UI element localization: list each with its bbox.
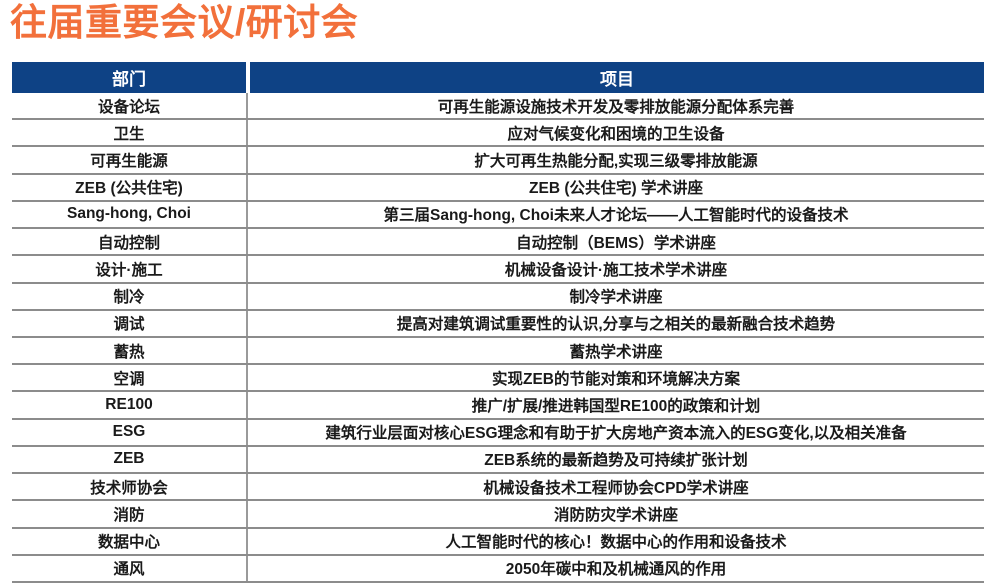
- table-row: 制冷 制冷学术讲座: [12, 283, 984, 311]
- department-cell: ZEB: [113, 450, 145, 468]
- conference-table: 部门 项目 设备论坛 可再生能源设施技术开发及零排放能源分配体系完善卫生 应对气候变…: [12, 62, 984, 583]
- project-cell: 第三届Sang-hong, Choi未来人才论坛——人工智能时代的设备技术: [246, 201, 984, 228]
- department-cell: 调试: [113, 316, 145, 334]
- department-cell: 自动控制: [97, 234, 160, 252]
- project-cell: 提高对建筑调试重要性的认识,分享与之相关的最新融合技术趋势: [246, 310, 984, 336]
- table-row: 卫生 应对气候变化和困境的卫生设备: [12, 120, 984, 148]
- project-cell: ZEB系统的最新趋势及可持续扩张计划: [246, 446, 984, 473]
- department-cell: RE100: [105, 396, 153, 414]
- header-column-gap: [246, 62, 250, 93]
- department-cell: 卫生: [113, 125, 145, 143]
- project-cell: 建筑行业层面对核心ESG理念和有助于扩大房地产资本流入的ESG变化,以及相关准备: [246, 419, 984, 445]
- project-cell: 人工智能时代的核心！数据中心的作用和设备技术: [246, 528, 984, 554]
- table-row: 空调 实现ZEB的节能对策和环境解决方案: [12, 365, 984, 393]
- table-body: 设备论坛 可再生能源设施技术开发及零排放能源分配体系完善卫生 应对气候变化和困境的卫…: [12, 93, 984, 583]
- table-row: 消防 消防防灾学术讲座: [12, 501, 984, 529]
- department-cell: ZEB (公共住宅): [75, 180, 183, 198]
- table-row: ZEB ZEB系统的最新趋势及可持续扩张计划: [12, 446, 984, 475]
- table-row: 技术师协会 机械设备技术工程师协会CPD学术讲座: [12, 474, 984, 502]
- table-row: 通风 2050年碳中和及机械通风的作用: [12, 555, 984, 583]
- project-cell: 可再生能源设施技术开发及零排放能源分配体系完善: [246, 93, 984, 119]
- department-cell: 制冷: [113, 289, 145, 307]
- page-title: 往届重要会议/研讨会: [10, 2, 359, 43]
- department-cell: 消防: [113, 506, 145, 524]
- department-cell: 蓄热: [113, 343, 145, 361]
- table-row: ESG 建筑行业层面对核心ESG理念和有助于扩大房地产资本流入的ESG变化,以及相…: [12, 419, 984, 447]
- project-cell: 蓄热学术讲座: [246, 337, 984, 364]
- project-cell: 机械设备设计·施工技术学术讲座: [246, 256, 984, 282]
- column-header-department: 部门: [12, 62, 246, 93]
- department-cell: ESG: [112, 423, 146, 441]
- project-cell: 制冷学术讲座: [246, 283, 984, 309]
- table-row: 可再生能源 扩大可再生热能分配,实现三级零排放能源: [12, 147, 984, 175]
- project-cell: 推广/扩展/推进韩国型RE100的政策和计划: [246, 392, 984, 418]
- column-header-project: 项目: [250, 62, 984, 93]
- project-cell: 消防防灾学术讲座: [246, 501, 984, 527]
- department-cell: 数据中心: [97, 534, 160, 552]
- department-cell: Sang-hong, Choi: [67, 205, 191, 223]
- project-cell: 2050年碳中和及机械通风的作用: [246, 555, 984, 581]
- department-cell: 可再生能源: [90, 153, 168, 171]
- project-cell: 扩大可再生热能分配,实现三级零排放能源: [246, 147, 984, 173]
- table-row: RE100 推广/扩展/推进韩国型RE100的政策和计划: [12, 392, 984, 420]
- department-cell: 通风: [113, 561, 145, 579]
- table-row: 数据中心 人工智能时代的核心！数据中心的作用和设备技术: [12, 528, 984, 556]
- table-row: 调试 提高对建筑调试重要性的认识,分享与之相关的最新融合技术趋势: [12, 310, 984, 338]
- table-row: Sang-hong, Choi 第三届Sang-hong, Choi未来人才论坛—…: [12, 201, 984, 230]
- table-row: 设备论坛 可再生能源设施技术开发及零排放能源分配体系完善: [12, 93, 984, 121]
- department-cell: 设备论坛: [97, 98, 160, 116]
- project-cell: ZEB (公共住宅) 学术讲座: [246, 174, 984, 200]
- department-cell: 技术师协会: [90, 479, 168, 497]
- table-row: ZEB (公共住宅) ZEB (公共住宅) 学术讲座: [12, 174, 984, 202]
- project-cell: 应对气候变化和困境的卫生设备: [246, 120, 984, 146]
- project-cell: 自动控制（BEMS）学术讲座: [246, 229, 984, 255]
- table-row: 自动控制 自动控制（BEMS）学术讲座: [12, 229, 984, 257]
- department-cell: 设计·施工: [95, 261, 163, 279]
- table-row: 蓄热 蓄热学术讲座: [12, 337, 984, 366]
- table-row: 设计·施工 机械设备设计·施工技术学术讲座: [12, 256, 984, 284]
- table-header-row: 部门 项目: [12, 62, 984, 93]
- project-cell: 实现ZEB的节能对策和环境解决方案: [246, 365, 984, 391]
- department-cell: 空调: [113, 370, 145, 388]
- project-cell: 机械设备技术工程师协会CPD学术讲座: [246, 474, 984, 500]
